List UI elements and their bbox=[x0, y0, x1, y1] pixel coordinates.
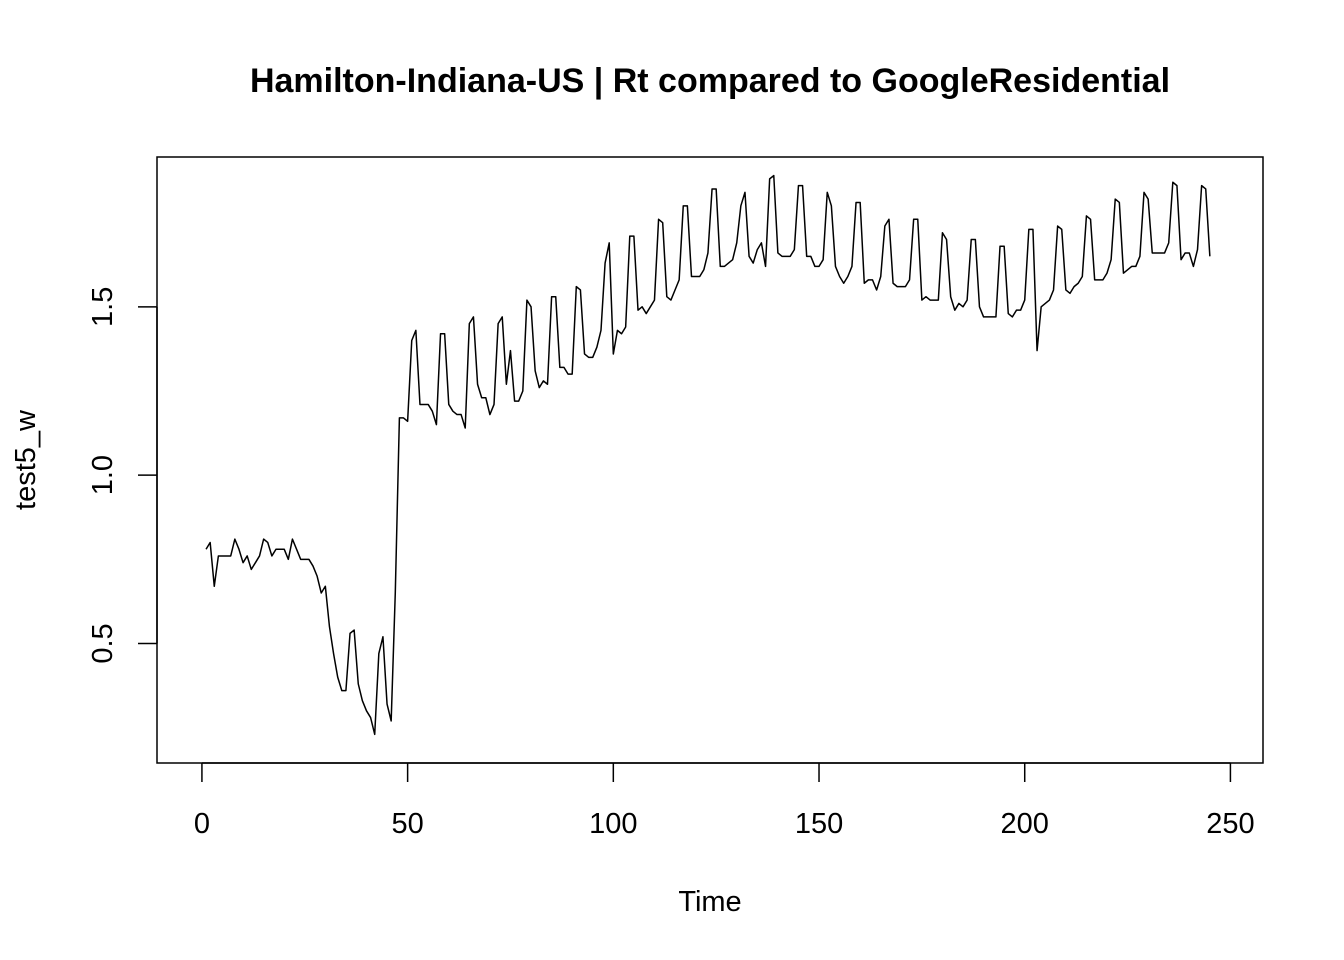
x-axis-label: Time bbox=[678, 886, 741, 918]
chart-title: Hamilton-Indiana-US | Rt compared to Goo… bbox=[250, 62, 1170, 100]
series-line bbox=[205, 174, 1211, 736]
plot-box bbox=[156, 156, 1264, 764]
x-tick-label: 0 bbox=[194, 808, 210, 840]
y-tick-label: 1.0 bbox=[87, 455, 119, 495]
x-tick-label: 250 bbox=[1206, 808, 1254, 840]
x-tick-label: 50 bbox=[391, 808, 423, 840]
y-axis: 0.5 1.0 1.5 bbox=[87, 287, 158, 664]
y-axis-label: test5_w bbox=[10, 409, 42, 510]
x-tick-label: 200 bbox=[1001, 808, 1049, 840]
y-tick-label: 0.5 bbox=[87, 623, 119, 663]
x-tick-label: 150 bbox=[795, 808, 843, 840]
x-axis: 0 50 100 150 200 250 bbox=[194, 762, 1255, 840]
x-tick-label: 100 bbox=[589, 808, 637, 840]
y-tick-label: 1.5 bbox=[87, 287, 119, 327]
